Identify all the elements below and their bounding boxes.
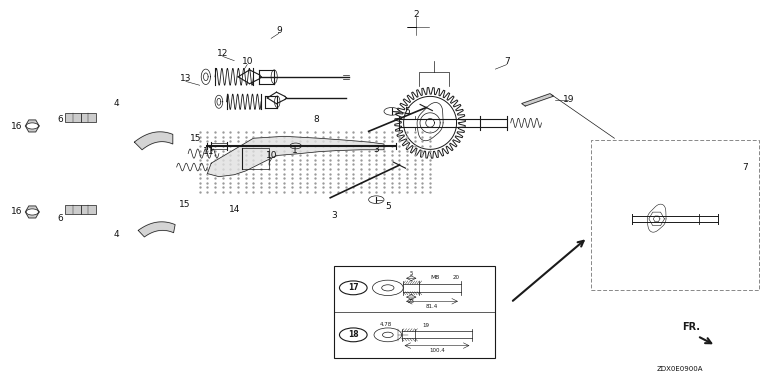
Text: 14: 14 (229, 205, 240, 214)
Text: 5: 5 (385, 202, 391, 211)
Text: 12: 12 (217, 49, 228, 58)
Text: 3: 3 (331, 210, 337, 220)
Polygon shape (25, 120, 39, 132)
Text: 10: 10 (266, 151, 277, 160)
Text: 15: 15 (179, 200, 190, 209)
Bar (65, 205, 81, 214)
Text: 1: 1 (292, 146, 298, 155)
Circle shape (339, 328, 367, 342)
Circle shape (26, 209, 38, 215)
Text: 19: 19 (563, 95, 574, 104)
Text: FR.: FR. (682, 322, 700, 332)
Text: 4: 4 (114, 230, 120, 239)
Text: 3: 3 (373, 145, 379, 154)
Text: 2: 2 (413, 10, 419, 19)
Text: 6: 6 (57, 214, 63, 223)
Text: 19: 19 (422, 323, 430, 328)
Text: M8: M8 (431, 275, 440, 280)
Text: 4.78: 4.78 (380, 322, 392, 327)
Bar (65, 113, 81, 122)
Text: 9: 9 (276, 26, 282, 35)
Text: 13: 13 (180, 74, 191, 83)
Polygon shape (25, 206, 39, 218)
Polygon shape (134, 132, 173, 150)
Bar (591, 140, 759, 290)
Text: 5: 5 (409, 271, 413, 276)
Text: 100.4: 100.4 (429, 348, 445, 353)
Text: 11: 11 (204, 147, 214, 156)
Text: 8: 8 (313, 115, 319, 124)
Text: 5: 5 (404, 107, 410, 116)
Text: ZDX0E0900A: ZDX0E0900A (657, 366, 703, 372)
Text: 10: 10 (242, 57, 253, 66)
Text: 15: 15 (190, 134, 201, 143)
Bar (81, 205, 96, 214)
Text: 4: 4 (114, 99, 120, 108)
Circle shape (339, 281, 367, 295)
Text: 20: 20 (453, 275, 460, 280)
Bar (334, 266, 495, 358)
Text: 6: 6 (57, 114, 63, 124)
Circle shape (26, 123, 38, 129)
Text: 23: 23 (408, 300, 415, 305)
Polygon shape (138, 222, 175, 237)
Text: 17: 17 (348, 283, 359, 292)
Bar (81, 113, 96, 122)
Text: 81.4: 81.4 (426, 304, 438, 309)
Text: 16: 16 (12, 207, 22, 217)
Text: 7: 7 (504, 57, 510, 66)
Polygon shape (521, 94, 554, 106)
Polygon shape (207, 136, 384, 177)
Text: 16: 16 (12, 122, 22, 131)
Text: 18: 18 (348, 330, 359, 339)
Text: 7: 7 (742, 162, 748, 172)
